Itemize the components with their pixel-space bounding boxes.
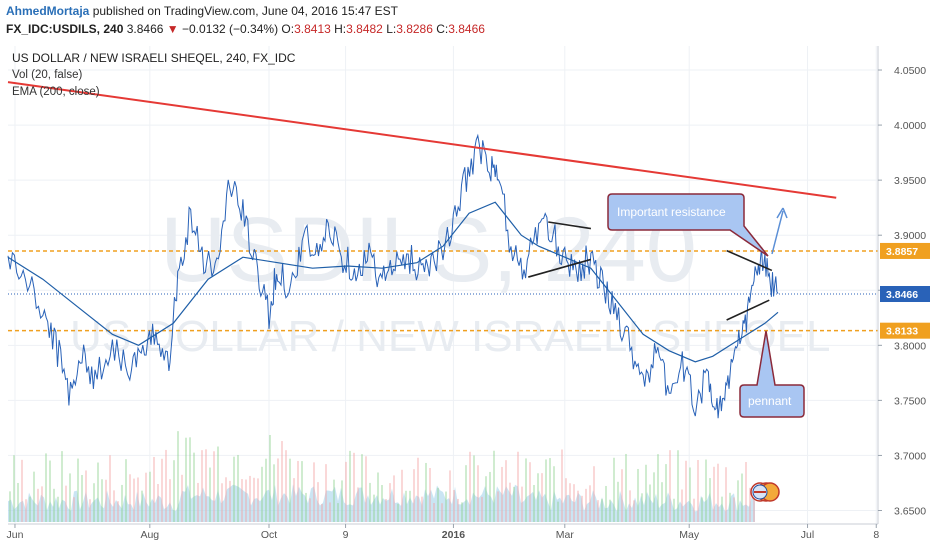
time-tick-label: Jul [801, 529, 814, 541]
change-arrow-icon: ▼ [166, 22, 179, 36]
pennant-callout[interactable] [739, 330, 805, 418]
price-label-box [880, 242, 930, 259]
time-tick-label: Aug [140, 529, 159, 541]
high-label: H: [334, 22, 347, 36]
close-value: 3.8466 [448, 22, 485, 36]
legend-volume[interactable]: Vol (20, false) [12, 69, 83, 81]
pattern-line[interactable] [548, 221, 592, 230]
price-label-box [880, 286, 930, 303]
chart-legend: US DOLLAR / NEW ISRAELI SHEQEL, 240, FX_… [12, 50, 295, 101]
legend-ema[interactable]: EMA (200, close) [12, 86, 100, 98]
time-tick-label: 2016 [442, 529, 466, 541]
publish-line: AhmedMortaja published on TradingView.co… [6, 4, 398, 18]
time-tick-label: Mar [556, 529, 575, 541]
header-bar: AhmedMortaja published on TradingView.co… [0, 0, 932, 46]
time-tick-label: 8 [873, 529, 879, 541]
pattern-line[interactable] [726, 249, 773, 272]
ohlc-line: FX_IDC:USDILS, 240 3.8466 ▼ −0.0132 (−0.… [6, 22, 485, 36]
up-arrow-shaft [771, 210, 784, 255]
chart-area[interactable]: USDILS, 240 US DOLLAR / NEW ISRAELI SHEQE… [0, 46, 932, 550]
legend-title: US DOLLAR / NEW ISRAELI SHEQEL, 240, FX_… [12, 51, 296, 65]
price-tick-label: 4.0500 [894, 65, 926, 77]
close-label: C: [436, 22, 449, 36]
open-value: 3.8413 [294, 22, 331, 36]
high-value: 3.8482 [346, 22, 383, 36]
pattern-line[interactable] [726, 299, 770, 321]
price-tick-label: 3.7500 [894, 395, 926, 407]
price-label-box [880, 322, 930, 339]
price-tick-label: 3.6500 [894, 505, 926, 517]
last-value: 3.8466 [126, 22, 164, 36]
pattern-line[interactable] [528, 258, 592, 278]
author-link[interactable]: AhmedMortaja [6, 4, 90, 18]
price-label-value: 3.8133 [886, 326, 918, 338]
change-value: −0.0132 (−0.34%) [182, 22, 279, 36]
watermark-name: US DOLLAR / NEW ISRAELI SHEQEL [70, 312, 830, 361]
price-tick-label: 3.7000 [894, 450, 926, 462]
published-text: published on TradingView.com, June 04, 2… [92, 4, 399, 18]
symbol-label: FX_IDC:USDILS, 240 [6, 22, 124, 36]
up-arrow-icon [776, 207, 788, 219]
resistance-callout[interactable] [607, 193, 769, 257]
price-tick-label: 3.9000 [894, 230, 926, 242]
price-tick-label: 3.9500 [894, 175, 926, 187]
price-tick-label: 3.8000 [894, 340, 926, 352]
pennant-callout-label: pennant [748, 394, 792, 408]
ema-line [7, 201, 779, 363]
time-tick-label: 9 [343, 529, 349, 541]
resistance-callout-label: Important resistance [617, 205, 726, 219]
price-tick-label: 4.0000 [894, 120, 926, 132]
resistance-trendline[interactable] [7, 81, 837, 199]
price-line [7, 133, 779, 419]
open-label: O: [281, 22, 295, 36]
time-tick-label: Oct [261, 529, 277, 541]
price-label-value: 3.8466 [886, 289, 918, 301]
time-tick-label: Jun [6, 529, 23, 541]
time-tick-label: May [679, 529, 700, 541]
low-label: L: [386, 22, 397, 36]
low-value: 3.8286 [396, 22, 433, 36]
price-label-value: 3.8857 [886, 246, 918, 258]
